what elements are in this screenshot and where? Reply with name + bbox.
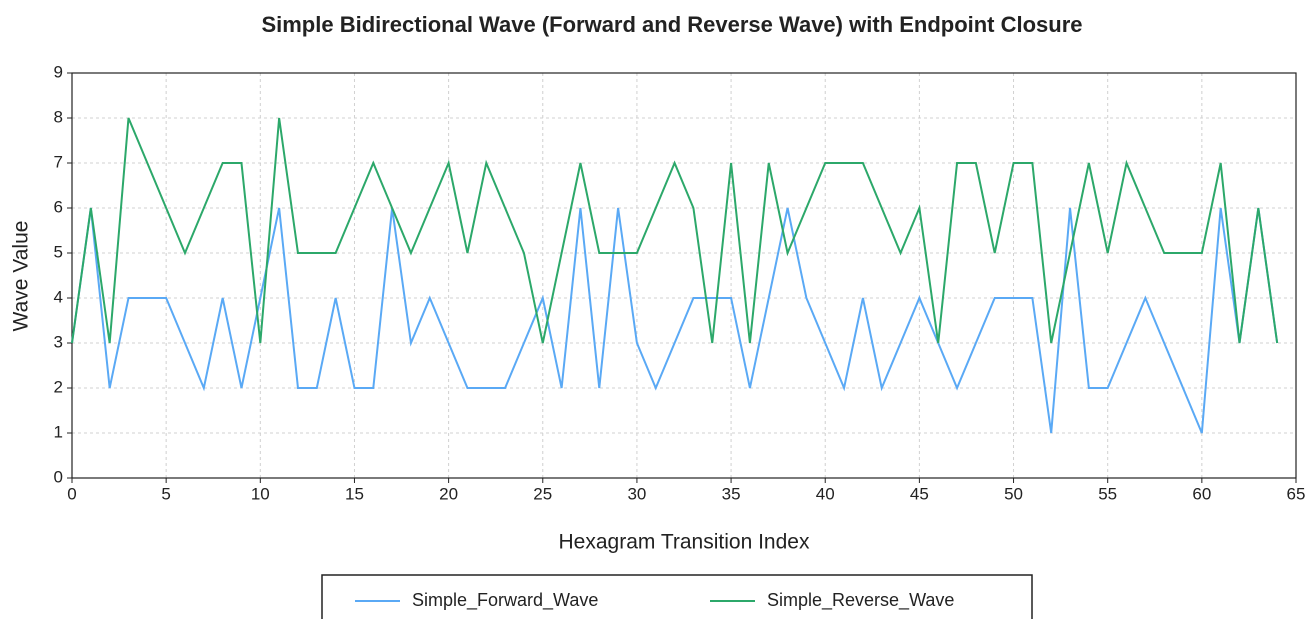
x-tick-label: 30 (627, 484, 646, 503)
x-tick-label: 20 (439, 484, 458, 503)
x-tick-label: 25 (533, 484, 552, 503)
x-tick-label: 60 (1192, 484, 1211, 503)
y-tick-label: 3 (54, 332, 63, 351)
y-tick-label: 5 (54, 242, 63, 261)
x-tick-label: 40 (816, 484, 835, 503)
y-tick-label: 9 (54, 62, 63, 81)
y-tick-label: 4 (54, 287, 63, 306)
x-tick-label: 50 (1004, 484, 1023, 503)
y-tick-label: 2 (54, 377, 63, 396)
legend-label: Simple_Forward_Wave (412, 590, 598, 611)
legend-box (321, 574, 1033, 619)
x-axis-label: Hexagram Transition Index (559, 531, 810, 554)
series-line (71, 207, 1279, 434)
x-tick-label: 10 (251, 484, 270, 503)
y-axis-label: Wave Value (10, 221, 33, 332)
legend-label: Simple_Reverse_Wave (767, 590, 954, 611)
x-tick-label: 0 (67, 484, 76, 503)
x-tick-label: 45 (910, 484, 929, 503)
y-tick-label: 0 (54, 467, 63, 486)
y-tick-label: 1 (54, 422, 63, 441)
chart-title: Simple Bidirectional Wave (Forward and R… (261, 12, 1082, 37)
x-tick-label: 65 (1287, 484, 1306, 503)
x-tick-label: 5 (161, 484, 170, 503)
y-tick-label: 6 (54, 197, 63, 216)
x-tick-label: 35 (722, 484, 741, 503)
plot-frame (71, 72, 1297, 479)
y-tick-label: 7 (54, 152, 63, 171)
y-tick-label: 8 (54, 107, 63, 126)
series-line (71, 117, 1279, 344)
x-tick-label: 55 (1098, 484, 1117, 503)
x-tick-label: 15 (345, 484, 364, 503)
